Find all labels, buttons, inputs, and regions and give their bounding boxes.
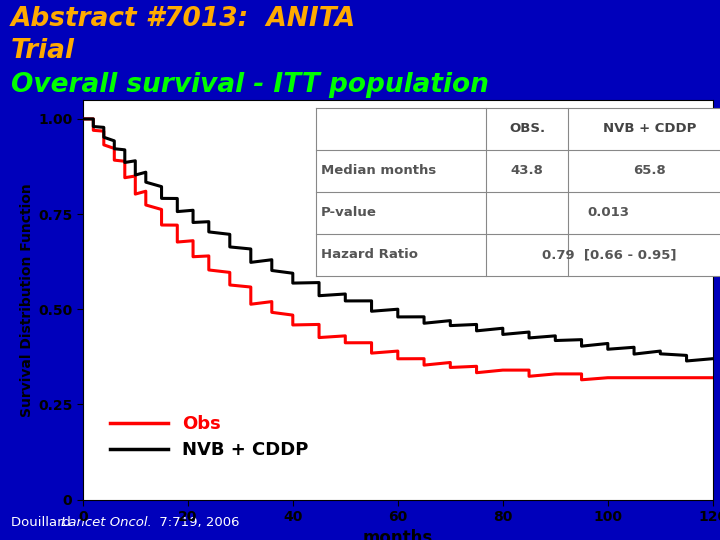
X-axis label: months: months xyxy=(363,530,433,540)
Text: 43.8: 43.8 xyxy=(510,164,544,177)
Text: 7:719, 2006: 7:719, 2006 xyxy=(155,516,239,529)
Y-axis label: Survival Distribution Function: Survival Distribution Function xyxy=(20,183,34,416)
Legend: Obs, NVB + CDDP: Obs, NVB + CDDP xyxy=(110,415,308,459)
Text: Hazard Ratio: Hazard Ratio xyxy=(321,248,418,261)
Text: Douillard: Douillard xyxy=(11,516,75,529)
Text: 0.79  [0.66 - 0.95]: 0.79 [0.66 - 0.95] xyxy=(541,248,676,261)
Text: 65.8: 65.8 xyxy=(634,164,666,177)
Text: P-value: P-value xyxy=(321,206,377,219)
Text: Median months: Median months xyxy=(321,164,436,177)
Text: Lancet Oncol.: Lancet Oncol. xyxy=(61,516,152,529)
Text: Abstract #7013:  ANITA: Abstract #7013: ANITA xyxy=(11,6,356,32)
Text: OBS.: OBS. xyxy=(509,123,545,136)
Bar xyxy=(316,108,720,276)
Text: Trial: Trial xyxy=(11,38,75,64)
Text: NVB + CDDP: NVB + CDDP xyxy=(603,123,696,136)
Text: 0.013: 0.013 xyxy=(588,206,630,219)
Text: Overall survival - ITT population: Overall survival - ITT population xyxy=(11,72,489,98)
